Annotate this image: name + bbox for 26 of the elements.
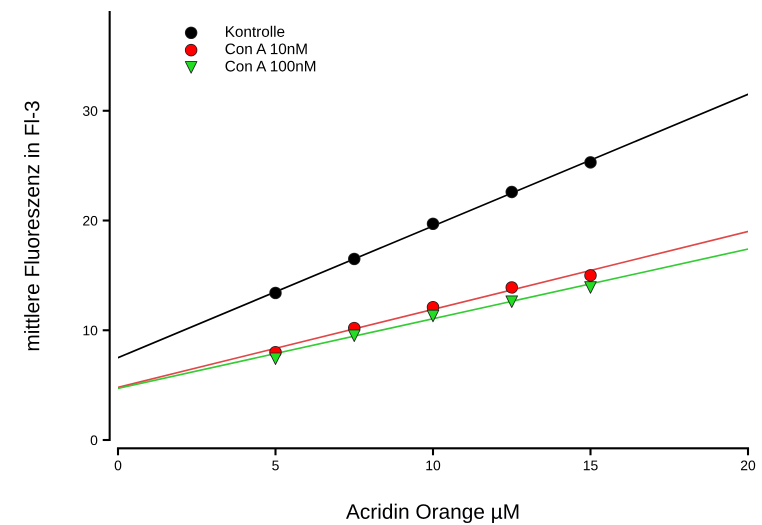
x-tick-label: 20 <box>740 460 756 470</box>
point <box>584 269 597 282</box>
legend-label: Con A 100nM <box>226 60 316 72</box>
point <box>269 352 282 366</box>
point <box>506 295 518 308</box>
x-axis-title: Acridin Orange µM <box>346 504 518 524</box>
y-tick-label: 30 <box>82 106 98 116</box>
y-tick-label: 20 <box>83 216 98 226</box>
point <box>584 281 597 294</box>
point <box>348 252 360 266</box>
y-tick-label: 0 <box>90 435 98 446</box>
x-tick-label: 0 <box>114 460 122 470</box>
point <box>506 281 518 294</box>
y-axis-title: mittlere Fluoreszenz in Fl-3 <box>24 101 40 350</box>
point <box>269 286 282 300</box>
x-tick-label: 5 <box>272 460 279 470</box>
legend-label: Kontrolle <box>226 26 284 37</box>
point <box>426 218 440 230</box>
x-tick-label: 15 <box>584 460 598 470</box>
y-tick-label: 10 <box>83 326 98 336</box>
point <box>506 186 518 198</box>
legend-label: Con A 10nM <box>226 43 307 54</box>
x-tick-label: 10 <box>426 460 440 470</box>
point <box>426 310 440 322</box>
point <box>584 156 597 169</box>
point <box>348 330 360 342</box>
